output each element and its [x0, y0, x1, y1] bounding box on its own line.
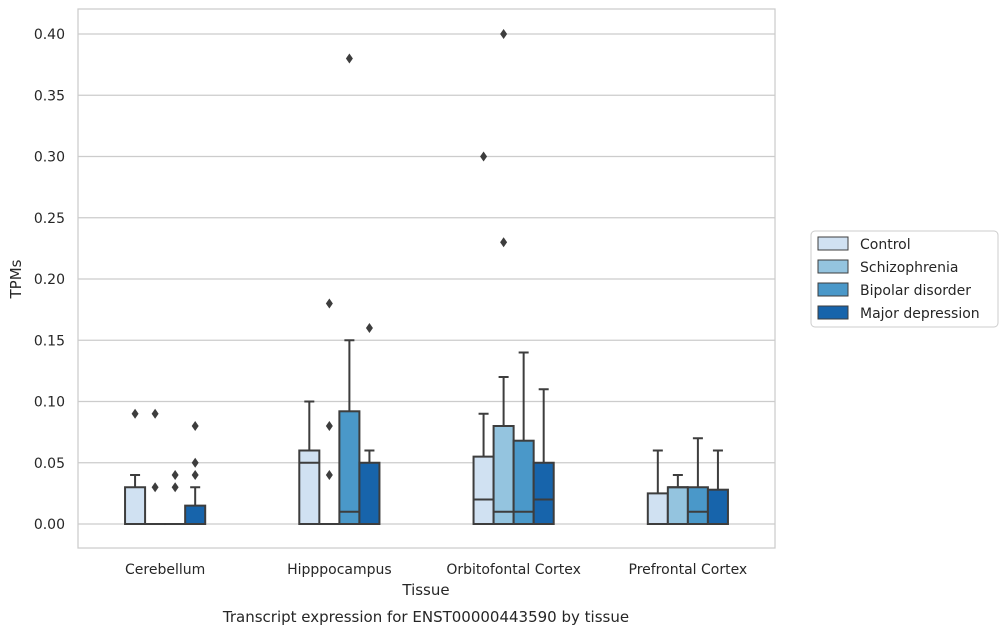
outlier-point — [345, 53, 353, 64]
box-group — [358, 323, 381, 525]
box-layer — [124, 29, 729, 526]
x-tick-label: Cerebellum — [125, 562, 205, 578]
chart-caption: Transcript expression for ENST0000044359… — [222, 608, 629, 626]
box-body — [298, 449, 321, 525]
outlier-point — [480, 151, 488, 162]
grid-layer — [78, 33, 775, 525]
y-tick-label: 0.15 — [34, 333, 65, 349]
box-group — [298, 400, 321, 525]
box-group — [646, 449, 669, 525]
outlier-point — [151, 408, 159, 419]
box-body — [686, 486, 709, 525]
legend-swatch — [817, 305, 849, 320]
box-group — [512, 351, 535, 526]
outlier-point — [325, 298, 333, 309]
box-group — [472, 151, 495, 525]
box-group — [318, 298, 341, 526]
y-tick-label: 0.00 — [34, 517, 65, 533]
y-tick-label: 0.35 — [34, 88, 65, 104]
y-axis-label: TPMs — [7, 259, 25, 299]
box-body — [666, 486, 689, 525]
outlier-point — [171, 470, 179, 480]
box-group — [338, 53, 361, 525]
box-body — [492, 425, 515, 525]
box-body — [358, 461, 381, 525]
x-tick-labels: Cerebellum Hipppocampus Orbitofontal Corte… — [125, 562, 747, 578]
outlier-point — [171, 482, 179, 493]
outlier-point — [151, 482, 159, 493]
box-body — [532, 461, 555, 525]
box-body — [646, 492, 669, 525]
box-group — [164, 470, 187, 526]
box-group — [124, 408, 147, 525]
y-tick-label: 0.25 — [34, 211, 65, 227]
outlier-point — [131, 408, 139, 419]
x-tick-label: Orbitofontal Cortex — [446, 562, 581, 578]
box-group — [144, 408, 167, 526]
x-tick-label: Hipppocampus — [287, 562, 392, 578]
box-body — [338, 410, 361, 525]
legend-swatch — [817, 259, 849, 274]
outlier-point — [325, 421, 333, 431]
y-tick-label: 0.10 — [34, 395, 65, 411]
box-body — [706, 488, 729, 526]
legend-label: Bipolar disorder — [860, 283, 971, 299]
box-body — [472, 455, 495, 525]
y-tick-label: 0.30 — [34, 150, 65, 166]
outlier-point — [365, 323, 373, 333]
outlier-point — [325, 470, 333, 480]
outlier-point — [500, 29, 508, 39]
box-body — [184, 504, 207, 525]
y-tick-label: 0.40 — [34, 27, 65, 43]
plot-frame — [77, 8, 776, 549]
y-tick-label: 0.05 — [34, 456, 65, 472]
legend-swatch — [817, 282, 849, 297]
legend-label: Major depression — [860, 306, 980, 322]
box-group — [666, 474, 689, 525]
x-tick-label: Prefrontal Cortex — [629, 562, 748, 578]
outlier-point — [191, 457, 199, 468]
box-group — [686, 437, 709, 525]
box-group — [706, 449, 729, 526]
legend: Control Schizophrenia Bipolar disorder Majo… — [810, 230, 999, 328]
outlier-point — [191, 421, 199, 431]
y-tick-labels: 0.00 0.05 0.10 0.15 0.20 0.25 0.30 0.35 0.40 — [34, 27, 65, 533]
legend-frame — [810, 230, 999, 328]
box-group — [184, 421, 207, 525]
outlier-point — [500, 237, 508, 248]
box-body — [124, 486, 147, 525]
legend-label: Control — [860, 237, 911, 253]
y-tick-label: 0.20 — [34, 272, 65, 288]
outlier-point — [191, 470, 199, 480]
legend-label: Schizophrenia — [860, 260, 958, 276]
x-axis-label: Tissue — [401, 581, 449, 599]
legend-swatch — [817, 236, 849, 251]
box-group — [532, 388, 555, 525]
box-group — [492, 29, 515, 525]
